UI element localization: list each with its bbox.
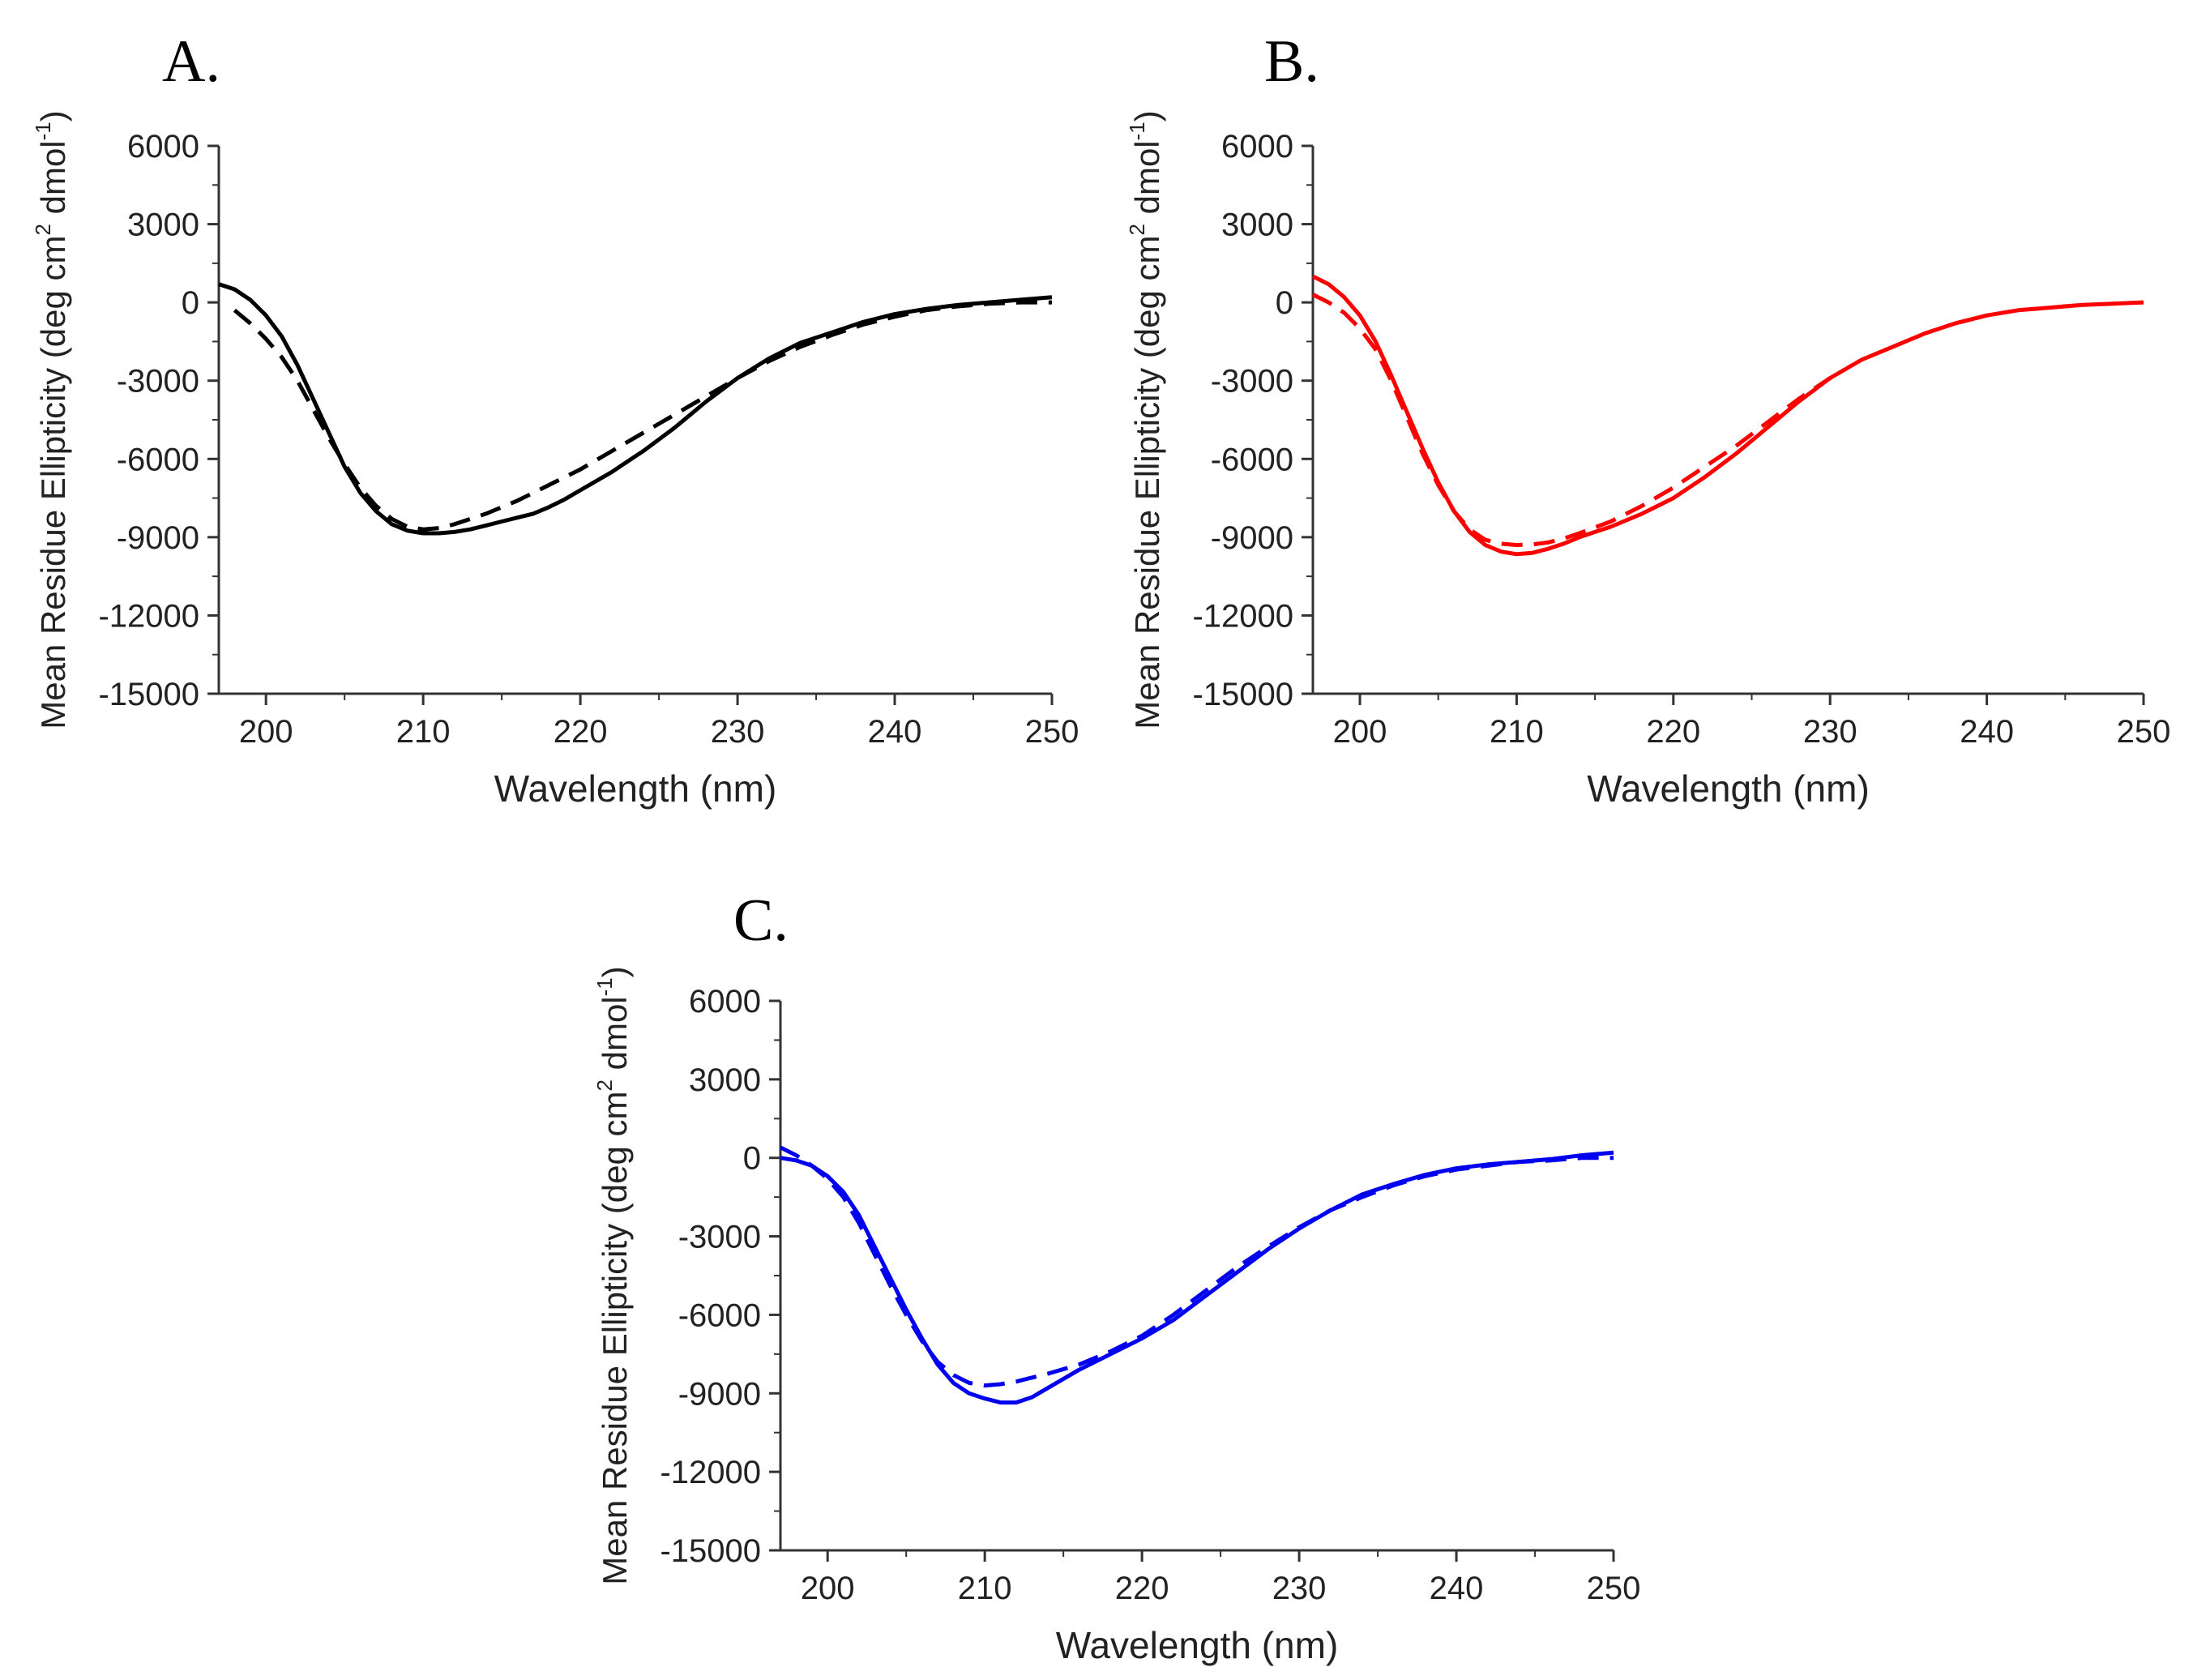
y-axis-title-superscript: 2 (1125, 224, 1149, 235)
x-axis-title: Wavelength (nm) (1587, 767, 1870, 810)
y-axis-title-part: dmol (34, 140, 72, 224)
y-axis-title: Mean Residue Ellipticity (deg cm2 dmol-1… (1125, 110, 1166, 729)
series-line-dashed (779, 1145, 1614, 1388)
y-axis-title-superscript: -1 (31, 122, 55, 140)
x-tick-label: 220 (554, 714, 608, 750)
y-axis-title-part: Mean Residue Ellipticity (deg cm (1128, 236, 1166, 729)
y-tick-label: 6000 (127, 129, 199, 165)
x-tick-label: 250 (1587, 1571, 1641, 1606)
panel-b: B. 6000 3000 0 -3000 -6000 -9000 -12000 -15000 20… (1125, 28, 2170, 810)
panel-a: A. 6000 3000 0 -3000 -6000 -9000 -12000 -15000 20… (31, 28, 1079, 810)
y-tick-label: -9000 (678, 1376, 761, 1412)
y-tick-label: -6000 (1211, 442, 1293, 477)
x-tick-label: 240 (1960, 714, 2014, 750)
y-axis-title: Mean Residue Ellipticity (deg cm2 dmol-1… (592, 966, 634, 1585)
x-axis-title: Wavelength (nm) (494, 767, 777, 810)
y-tick-label: -15000 (660, 1533, 761, 1569)
y-tick-label: 0 (743, 1141, 761, 1177)
x-tick-label: 210 (958, 1571, 1012, 1606)
y-tick-label: 0 (182, 285, 199, 321)
y-axis-title-part: ) (34, 110, 72, 122)
series-line-solid (1311, 274, 2144, 557)
y-axis-title-superscript: 2 (31, 224, 55, 235)
x-tick-label: 230 (711, 714, 765, 750)
y-tick-label: -9000 (117, 520, 199, 556)
x-axis-title: Wavelength (nm) (1056, 1624, 1339, 1666)
y-tick-label: -12000 (98, 598, 199, 634)
x-tick-label: 200 (801, 1571, 855, 1606)
panel-c: C. 6000 3000 0 -3000 -6000 -9000 -12000 -15000 20… (592, 887, 1640, 1666)
series-line-solid (218, 282, 1053, 536)
x-tick-label: 210 (396, 714, 451, 750)
y-axis-title-part: ) (1128, 110, 1166, 122)
x-tick-label: 240 (1430, 1571, 1484, 1606)
y-tick-label: -3000 (678, 1220, 761, 1255)
x-tick-label: 210 (1490, 714, 1544, 750)
y-axis-title-part: ) (596, 966, 634, 977)
y-tick-label: -12000 (660, 1455, 761, 1490)
x-tick-label: 250 (2117, 714, 2171, 750)
y-tick-label: 3000 (1221, 207, 1293, 243)
x-tick-label: 240 (868, 714, 922, 750)
y-axis-title-superscript: 2 (592, 1079, 617, 1091)
y-axis-title-part: Mean Residue Ellipticity (deg cm (34, 236, 72, 729)
x-tick-label: 230 (1803, 714, 1857, 750)
y-tick-label: 6000 (689, 984, 761, 1020)
y-tick-label: 6000 (1221, 129, 1293, 165)
x-tick-label: 220 (1646, 714, 1700, 750)
y-axis-title-part: Mean Residue Ellipticity (deg cm (596, 1092, 634, 1585)
y-tick-label: -15000 (1192, 677, 1293, 712)
y-tick-label: -6000 (678, 1297, 761, 1333)
panel-label: B. (1264, 28, 1319, 95)
x-tick-label: 230 (1272, 1571, 1327, 1606)
y-tick-label: 3000 (689, 1062, 761, 1098)
y-axis-title-part: dmol (1128, 140, 1166, 224)
y-axis-title-superscript: -1 (592, 977, 617, 996)
y-tick-label: 3000 (127, 207, 199, 243)
series-line-dashed (1311, 293, 1832, 547)
x-tick-label: 200 (1333, 714, 1387, 750)
y-tick-label: -3000 (1211, 364, 1293, 400)
x-tick-label: 200 (239, 714, 293, 750)
series-line-solid (780, 1150, 1614, 1405)
y-tick-label: -6000 (117, 442, 199, 477)
x-tick-label: 220 (1115, 1571, 1169, 1606)
x-tick-label: 250 (1025, 714, 1079, 750)
y-tick-label: -9000 (1211, 520, 1293, 556)
y-tick-label: 0 (1276, 285, 1293, 321)
series-line-dashed (233, 300, 1052, 532)
panel-label: C. (733, 887, 789, 954)
y-tick-label: -12000 (1192, 598, 1293, 634)
y-axis-title-superscript: -1 (1125, 122, 1149, 140)
panel-label: A. (162, 28, 220, 95)
y-axis-title: Mean Residue Ellipticity (deg cm2 dmol-1… (31, 110, 72, 729)
y-axis-title-part: dmol (596, 996, 634, 1079)
y-tick-label: -15000 (98, 677, 199, 712)
y-tick-label: -3000 (117, 364, 199, 400)
